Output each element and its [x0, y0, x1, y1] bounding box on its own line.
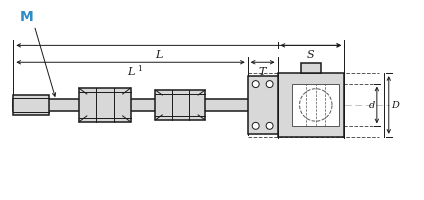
Text: M: M — [20, 10, 33, 23]
Bar — [301, 64, 321, 74]
Bar — [278, 74, 344, 137]
Text: D: D — [391, 101, 399, 110]
Bar — [14, 96, 49, 115]
Text: T: T — [259, 67, 266, 77]
Circle shape — [252, 81, 259, 88]
Text: S: S — [307, 50, 315, 60]
Bar — [293, 84, 339, 127]
Text: L: L — [127, 67, 134, 77]
Circle shape — [266, 81, 273, 88]
Circle shape — [252, 123, 259, 130]
Bar — [79, 89, 131, 122]
Text: 1: 1 — [137, 65, 142, 73]
Text: d: d — [369, 101, 375, 110]
Bar — [248, 77, 278, 134]
Text: L: L — [155, 50, 162, 60]
Bar — [155, 91, 205, 120]
Circle shape — [266, 123, 273, 130]
Bar — [14, 99, 290, 112]
